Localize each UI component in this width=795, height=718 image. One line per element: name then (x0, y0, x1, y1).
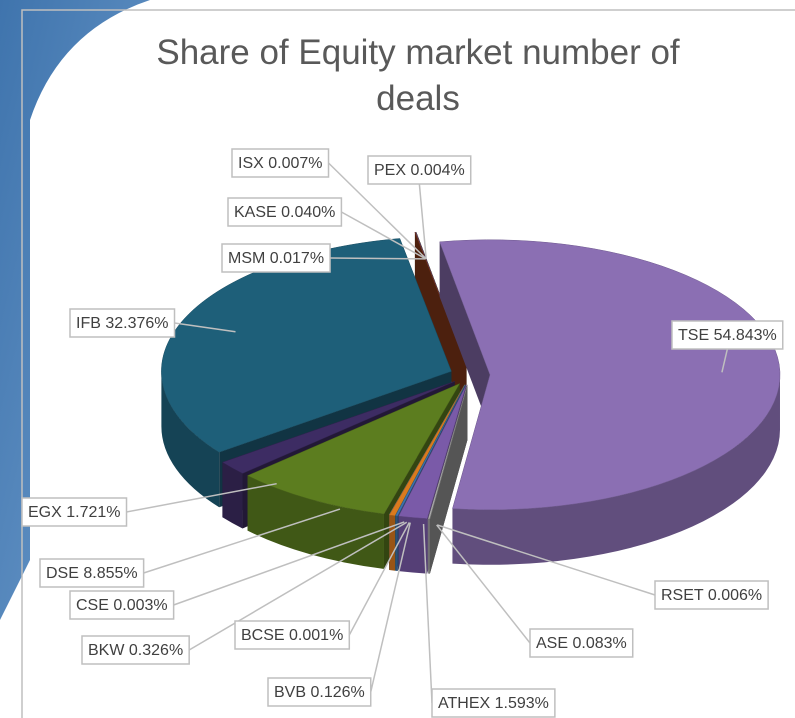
slice (246, 383, 461, 515)
label-box (654, 580, 769, 610)
label-box (227, 197, 343, 227)
label-category: ISX (238, 155, 264, 172)
label-category: BKW (88, 642, 125, 659)
label-category: RSET (661, 587, 704, 604)
leader-line (418, 183, 427, 259)
label-value: 1.721% (66, 504, 120, 521)
label-category: BVB (274, 684, 306, 701)
label-box (21, 497, 128, 527)
data-label: TSE 54.843% (678, 327, 777, 344)
label-box (367, 155, 472, 185)
label-box (69, 308, 176, 338)
data-label: CSE 0.003% (76, 597, 168, 614)
leader-line (422, 523, 433, 704)
data-label: EGX 1.721% (28, 504, 121, 521)
leader-line (173, 521, 405, 606)
label-value: 0.003% (113, 597, 167, 614)
slice-side (429, 384, 468, 574)
slice (398, 384, 467, 519)
data-label: ASE 0.083% (536, 635, 627, 652)
label-category: ATHEX (438, 695, 490, 712)
label-box (221, 243, 331, 273)
label-box (431, 688, 556, 718)
leader-line (437, 524, 656, 596)
slice-side (439, 241, 490, 430)
leader-line (126, 482, 277, 513)
label-category: IFB (76, 315, 101, 332)
label-value: 0.007% (268, 155, 322, 172)
slice-side (389, 515, 396, 571)
label-category: KASE (234, 204, 277, 221)
label-value: 8.855% (83, 565, 137, 582)
data-label: MSM 0.017% (228, 250, 324, 267)
data-label: KASE 0.040% (234, 204, 335, 221)
data-label: ATHEX 1.593% (438, 695, 549, 712)
slice-side (222, 462, 243, 529)
label-category: EGX (28, 504, 62, 521)
data-label: RSET 0.006% (661, 587, 762, 604)
leader-line (436, 524, 531, 644)
label-value: 0.001% (289, 627, 343, 644)
label-category: MSM (228, 250, 265, 267)
label-value: 0.326% (129, 642, 183, 659)
slice-side (161, 371, 220, 508)
label-value: 0.017% (270, 250, 324, 267)
leader-line (327, 162, 427, 260)
data-label: DSE 8.855% (46, 565, 138, 582)
leader-line (370, 522, 411, 693)
background-shape (0, 0, 150, 620)
label-value: 0.006% (708, 587, 762, 604)
label-box (69, 590, 175, 620)
label-category: ASE (536, 635, 568, 652)
label-box (234, 620, 351, 650)
label-box (39, 558, 145, 588)
slice (394, 384, 466, 517)
label-value: 1.593% (495, 695, 549, 712)
label-box (267, 677, 372, 707)
leader-line (721, 348, 729, 373)
leader-line (341, 211, 427, 260)
slice-side (395, 515, 398, 571)
label-category: BCSE (241, 627, 285, 644)
label-value: 0.004% (410, 162, 464, 179)
slice (429, 384, 468, 520)
label-value: 54.843% (714, 327, 777, 344)
slice-side (428, 518, 430, 574)
chart-frame (21, 9, 795, 718)
data-label: ISX 0.007% (238, 155, 323, 172)
label-category: CSE (76, 597, 109, 614)
slice-side (452, 374, 780, 565)
leader-line (330, 257, 426, 260)
slice (221, 381, 455, 474)
leader-line (143, 508, 341, 574)
label-category: DSE (46, 565, 79, 582)
slice (439, 239, 781, 511)
label-category: PEX (374, 162, 406, 179)
label-box (81, 635, 190, 665)
data-label: BVB 0.126% (274, 684, 365, 701)
data-label: BKW 0.326% (88, 642, 183, 659)
label-value: 0.083% (572, 635, 626, 652)
leader-line (174, 322, 236, 333)
chart-title: Share of Equity market number of deals (156, 33, 680, 118)
slice-side (247, 475, 384, 569)
label-value: 0.126% (310, 684, 364, 701)
label-box (529, 628, 634, 658)
data-label: IFB 32.376% (76, 315, 169, 332)
label-box (671, 320, 784, 350)
label-category: TSE (678, 327, 709, 344)
data-label: BCSE 0.001% (241, 627, 343, 644)
label-box (231, 148, 330, 178)
data-label: PEX 0.004% (374, 162, 465, 179)
leader-line (188, 521, 408, 651)
slice-side (415, 232, 467, 421)
leader-line (348, 522, 410, 636)
label-value: 32.376% (105, 315, 168, 332)
label-value: 0.040% (281, 204, 335, 221)
